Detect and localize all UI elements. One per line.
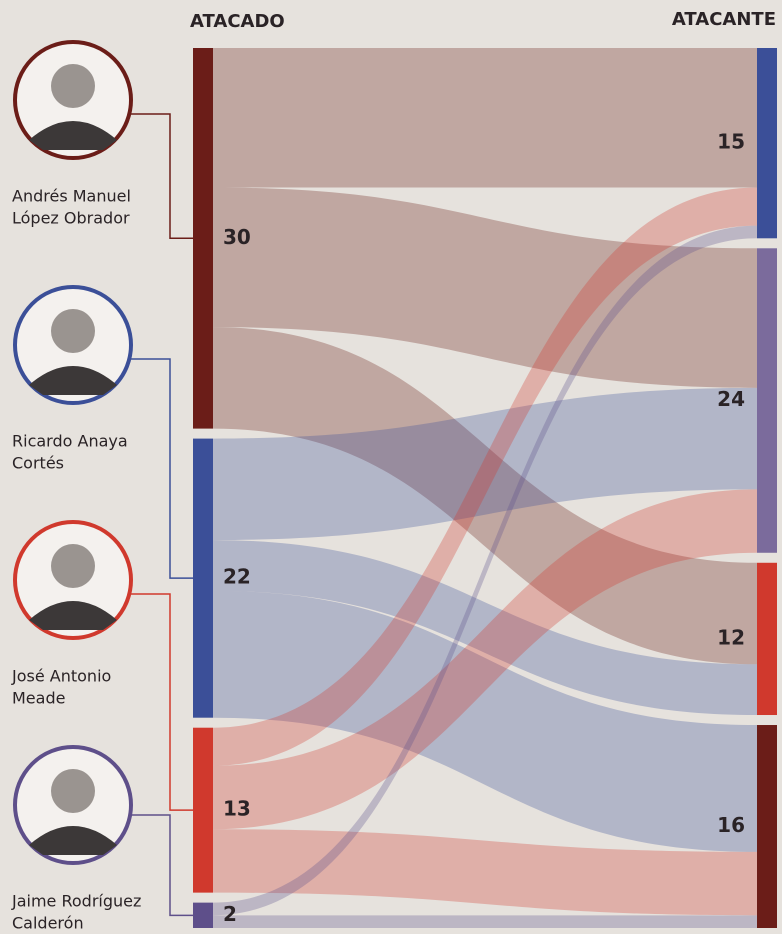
link — [213, 540, 757, 716]
link — [213, 327, 757, 665]
left-node — [193, 727, 213, 893]
link — [213, 187, 757, 766]
connector — [131, 593, 193, 811]
portrait-body — [29, 601, 117, 630]
right-header: ATACANTE — [672, 9, 776, 30]
right-value: 12 — [717, 625, 745, 649]
candidate-name: López Obrador — [12, 209, 130, 228]
connector — [131, 358, 193, 579]
candidate-name: Cortés — [12, 454, 64, 473]
link — [213, 590, 757, 852]
right-value: 24 — [717, 387, 745, 411]
left-header: ATACADO — [190, 11, 285, 32]
left-node — [193, 48, 213, 429]
left-value: 2 — [223, 902, 237, 926]
link — [213, 915, 757, 928]
right-value: 15 — [717, 130, 745, 154]
portrait-head — [51, 544, 95, 588]
candidate-name: Ricardo Anaya — [12, 432, 128, 451]
link — [213, 48, 757, 188]
right-value: 16 — [717, 813, 745, 837]
portrait-body — [29, 826, 117, 855]
left-node — [193, 438, 213, 718]
portrait-head — [51, 64, 95, 108]
link — [213, 387, 757, 541]
connector — [131, 814, 193, 917]
connector — [131, 113, 193, 240]
right-node — [757, 48, 777, 239]
right-node — [757, 562, 777, 716]
right-node — [757, 725, 777, 928]
left-value: 22 — [223, 565, 251, 589]
candidate-name: José Antonio — [11, 667, 111, 686]
candidate-name: Jaime Rodríguez — [11, 892, 141, 911]
link — [213, 829, 757, 916]
link — [213, 225, 757, 916]
portrait-body — [29, 121, 117, 150]
candidate-name: Calderón — [12, 914, 84, 933]
left-value: 13 — [223, 797, 251, 821]
portrait-head — [51, 309, 95, 353]
right-node — [757, 248, 777, 553]
link — [213, 187, 757, 388]
link — [213, 489, 757, 830]
candidate-name: Andrés Manuel — [12, 187, 131, 206]
portrait-head — [51, 769, 95, 813]
portrait-body — [29, 366, 117, 395]
candidate-name: Meade — [12, 689, 65, 708]
left-value: 30 — [223, 225, 251, 249]
left-node — [193, 902, 213, 928]
